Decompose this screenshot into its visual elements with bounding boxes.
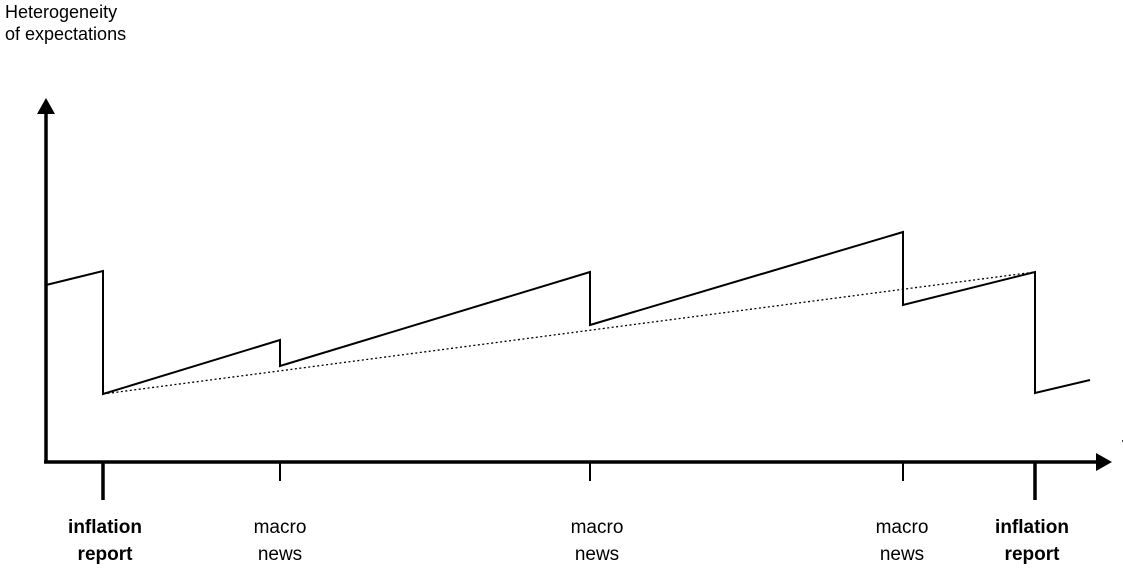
- x-label-line1: macro: [570, 517, 624, 538]
- x-label-inflation-report-1: inflation report: [35, 514, 175, 568]
- x-label-inflation-report-2: inflation report: [962, 514, 1102, 568]
- x-axis-arrowhead: [1096, 453, 1112, 471]
- y-axis-label-line1: Heterogeneity: [5, 2, 118, 22]
- y-axis-label-line2: of expectations: [5, 24, 127, 44]
- x-label-line2: report: [77, 544, 133, 565]
- y-axis-label: Heterogeneity of expectations: [5, 1, 126, 45]
- x-label-macro-news-1: macro news: [210, 514, 350, 568]
- x-label-line1: macro: [875, 517, 929, 538]
- x-label-line1: macro: [253, 517, 307, 538]
- x-label-line2: news: [574, 544, 620, 565]
- x-label-line2: news: [879, 544, 925, 565]
- x-label-line1: inflation: [995, 517, 1069, 538]
- y-axis-arrowhead: [37, 98, 55, 114]
- x-label-line2: report: [1004, 544, 1060, 565]
- x-label-macro-news-2: macro news: [527, 514, 667, 568]
- x-label-macro-news-3: macro news: [832, 514, 972, 568]
- trend-line: [102, 271, 1036, 395]
- x-label-line2: news: [257, 544, 303, 565]
- heterogeneity-line: [45, 230, 1091, 396]
- x-label-line1: inflation: [68, 517, 142, 538]
